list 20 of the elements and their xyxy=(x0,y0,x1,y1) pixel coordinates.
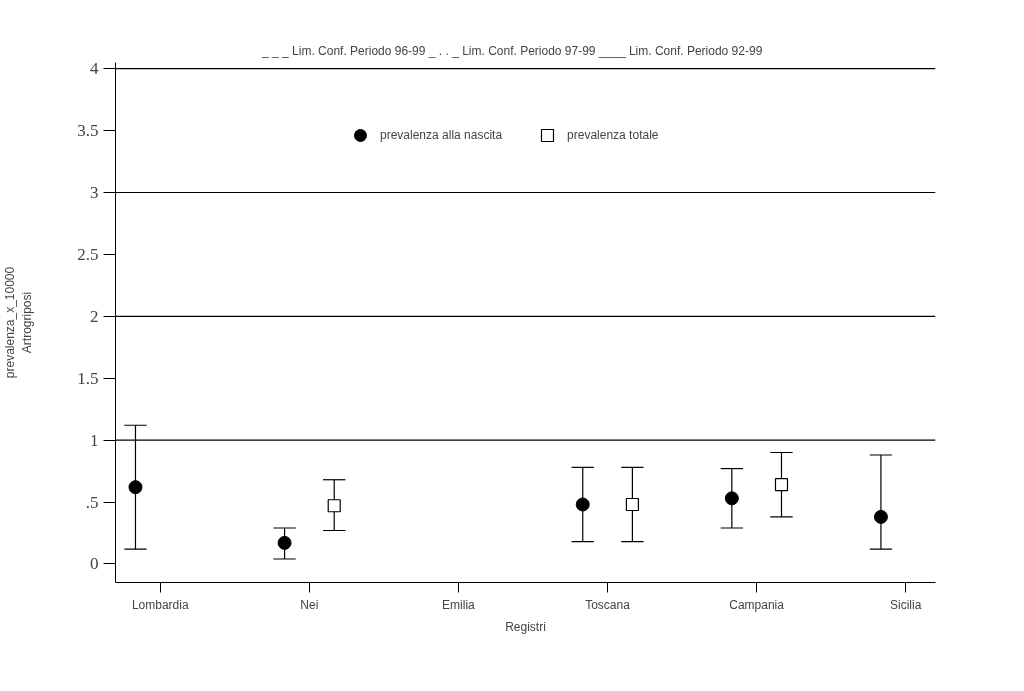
legend-label: prevalenza alla nascita xyxy=(380,128,503,142)
y-tick-label: 3 xyxy=(90,183,99,202)
y-axis-title: prevalenza_x_10000 Artrogriposi xyxy=(3,266,35,379)
y-tick-label: 0 xyxy=(90,554,99,574)
y-tick-label: .5 xyxy=(85,492,99,512)
x-tick-label: Sicilia xyxy=(890,597,922,612)
y-tick-label: 2.5 xyxy=(77,244,99,264)
x-tick-label: Toscana xyxy=(585,597,631,612)
x-axis-title: Registri xyxy=(505,619,546,634)
y-tick-label: 3.5 xyxy=(77,121,99,141)
x-tick-label: Emilia xyxy=(442,597,476,612)
y-tick-label: 1 xyxy=(90,430,99,450)
x-tick-label: Nei xyxy=(300,597,319,612)
legend-label: prevalenza totale xyxy=(567,128,659,142)
x-tick-label: Lombardia xyxy=(131,597,189,612)
y-tick-label: 2 xyxy=(90,306,99,326)
y-tick-label: 1.5 xyxy=(77,368,99,388)
text: _ _ _ Lim. Conf. Periodo 96-99 _ . . _ Lim. Conf. Periodo 97-99 ____ Lim. Conf. Periodo 92-99 xyxy=(261,43,763,58)
y-tick-label: 4 xyxy=(90,59,99,79)
x-tick-label: Campania xyxy=(729,597,785,612)
